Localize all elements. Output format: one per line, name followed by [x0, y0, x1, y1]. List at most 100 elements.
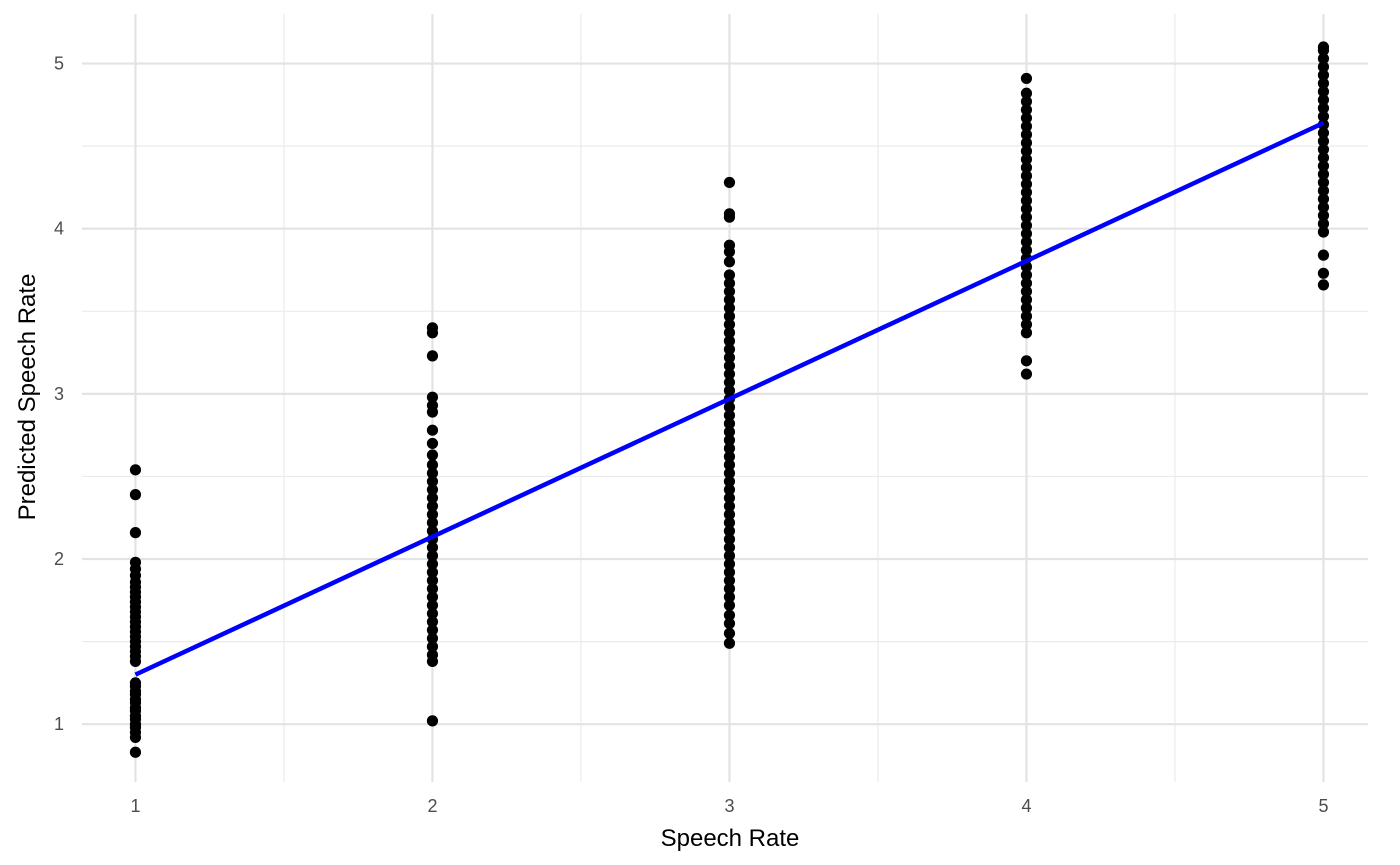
data-point — [426, 508, 439, 521]
data-point — [723, 269, 736, 281]
data-point — [1020, 153, 1033, 165]
y-tick-label: 5 — [54, 54, 64, 74]
data-point — [723, 409, 736, 421]
data-point — [1020, 145, 1033, 157]
data-point — [426, 484, 439, 496]
data-point — [723, 277, 736, 289]
data-point — [426, 475, 439, 488]
data-point — [1020, 244, 1033, 256]
data-point — [723, 467, 736, 479]
data-point — [723, 318, 736, 331]
data-point — [723, 508, 736, 521]
data-point — [426, 541, 439, 554]
data-point — [723, 583, 736, 595]
fit-line-group — [134, 120, 1325, 677]
data-point — [723, 558, 736, 570]
data-point — [1317, 185, 1330, 197]
y-axis-ticks: 1 2 3 4 5 — [54, 54, 64, 735]
data-point — [1020, 302, 1033, 314]
y-axis-label: Predicted Speech Rate — [14, 274, 41, 521]
y-tick-label: 4 — [54, 219, 64, 239]
data-point — [426, 566, 439, 578]
data-point — [723, 627, 736, 639]
data-point — [1020, 203, 1033, 215]
data-point — [1020, 236, 1033, 248]
data-point — [723, 360, 736, 372]
data-point — [723, 599, 736, 611]
data-point — [1020, 294, 1033, 306]
data-point — [1317, 168, 1330, 180]
data-point — [426, 640, 439, 653]
data-point — [1020, 95, 1033, 108]
data-point — [426, 607, 439, 620]
data-point — [723, 550, 736, 562]
data-point — [723, 376, 736, 388]
data-point — [1317, 176, 1330, 189]
data-point — [723, 343, 736, 355]
data-point — [1020, 178, 1033, 190]
data-point — [723, 566, 736, 578]
data-point — [426, 399, 439, 412]
fit-line — [134, 120, 1325, 677]
data-point — [1020, 186, 1033, 198]
data-point — [426, 391, 439, 403]
data-point — [1020, 137, 1033, 149]
data-point — [426, 437, 439, 450]
data-point — [723, 541, 736, 554]
data-point — [723, 426, 736, 438]
data-point — [426, 424, 439, 436]
data-point — [1317, 193, 1330, 205]
data-point — [1020, 87, 1033, 99]
data-point — [1317, 218, 1330, 230]
data-point — [1020, 310, 1033, 322]
data-point — [1317, 110, 1330, 122]
data-point — [723, 302, 736, 314]
data-point — [1317, 201, 1330, 213]
data-point — [129, 464, 142, 476]
data-point — [129, 677, 142, 689]
data-point — [1020, 285, 1033, 298]
data-point — [723, 327, 736, 339]
data-point — [426, 583, 439, 595]
data-point — [1020, 104, 1033, 116]
data-point — [1317, 52, 1330, 65]
x-tick-label: 3 — [724, 796, 734, 816]
x-tick-label: 2 — [427, 796, 437, 816]
data-point — [1317, 279, 1330, 291]
data-point — [723, 617, 736, 630]
data-point — [1317, 61, 1330, 73]
data-point — [426, 517, 439, 529]
data-point — [723, 351, 736, 364]
data-point — [1020, 228, 1033, 240]
data-point — [723, 256, 736, 268]
data-point — [723, 637, 736, 649]
data-point — [723, 475, 736, 488]
data-point — [723, 310, 736, 322]
data-point — [426, 350, 439, 362]
data-point — [426, 459, 439, 471]
data-point — [723, 609, 736, 621]
data-point — [426, 599, 439, 611]
data-point — [426, 322, 439, 334]
data-point — [723, 401, 736, 413]
data-point — [723, 208, 736, 220]
data-point — [1317, 41, 1330, 53]
data-point — [723, 335, 736, 347]
data-point — [1020, 128, 1033, 141]
data-point — [723, 591, 736, 603]
data-point — [1317, 77, 1330, 89]
data-point — [723, 484, 736, 496]
data-point — [723, 459, 736, 471]
data-point — [1020, 318, 1033, 331]
data-point — [1020, 72, 1033, 85]
data-point — [426, 715, 439, 727]
data-point — [1317, 69, 1330, 81]
data-point — [1020, 355, 1033, 367]
data-point — [1317, 127, 1330, 139]
data-point — [1020, 120, 1033, 132]
data-point — [723, 525, 736, 537]
data-point — [426, 500, 439, 512]
data-point — [426, 558, 439, 570]
data-point — [1317, 102, 1330, 114]
x-tick-label: 1 — [130, 796, 140, 816]
